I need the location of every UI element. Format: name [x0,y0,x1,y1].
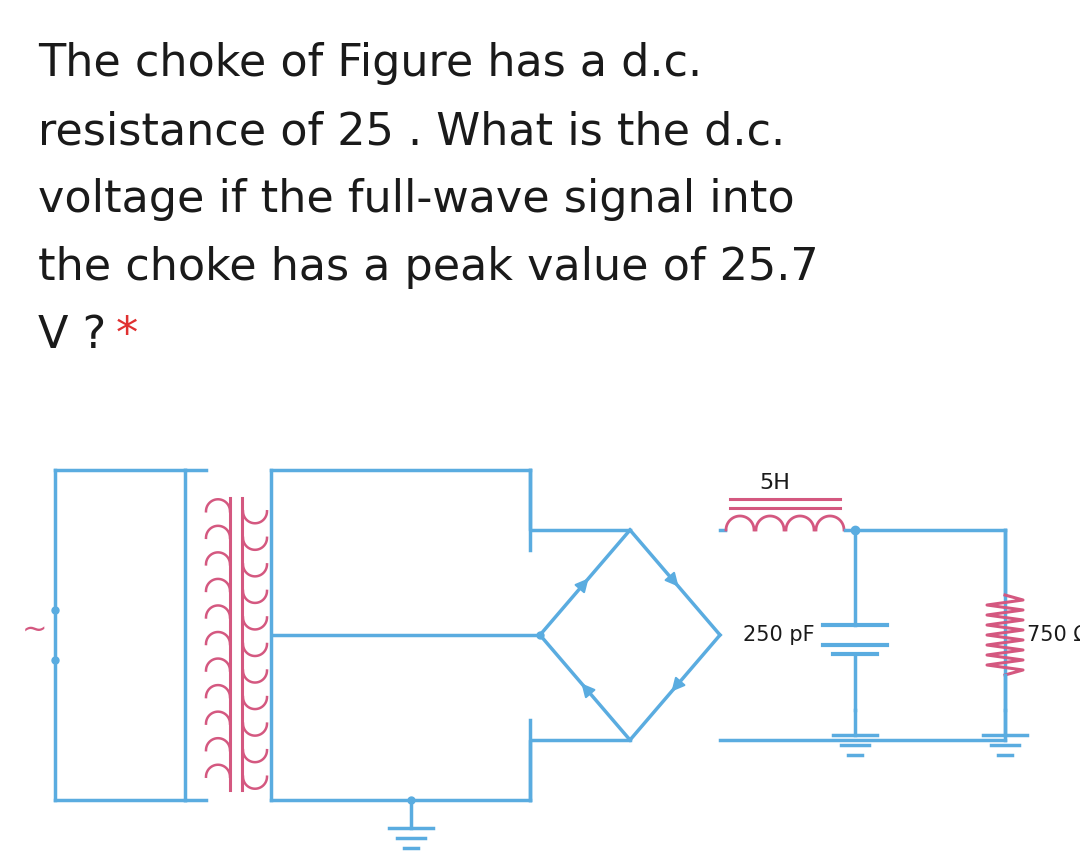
Text: *: * [116,314,138,357]
Text: 250 pF: 250 pF [743,625,815,645]
Text: 5H: 5H [759,473,791,493]
Text: voltage if the full-wave signal into: voltage if the full-wave signal into [38,178,795,221]
Text: the choke has a peak value of 25.7: the choke has a peak value of 25.7 [38,246,819,289]
Text: V ?: V ? [38,314,120,357]
Text: 750 Ω: 750 Ω [1027,625,1080,645]
Text: ~: ~ [22,615,48,644]
Text: resistance of 25 . What is the d.c.: resistance of 25 . What is the d.c. [38,110,785,153]
Text: The choke of Figure has a d.c.: The choke of Figure has a d.c. [38,42,702,85]
